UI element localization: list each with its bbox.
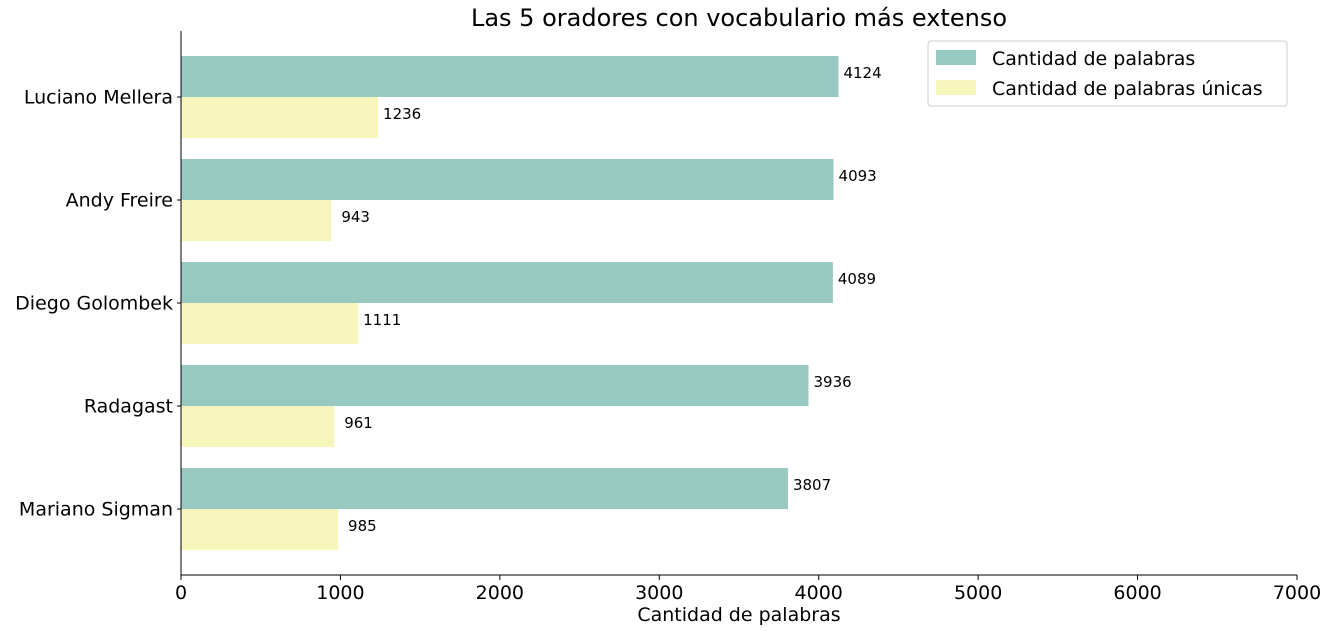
bar-value-label: 1111	[363, 311, 401, 329]
bar-value-label: 4124	[843, 64, 881, 82]
bar-value-label: 3807	[793, 476, 831, 494]
y-category-labels: Luciano Mellera Andy Freire Diego Golombek…	[15, 87, 181, 521]
x-ticks: 0 1000 2000 3000 4000 5000 6000 7000	[175, 575, 1321, 604]
bar-unique-words	[181, 200, 332, 241]
bar-value-label: 4093	[839, 167, 877, 185]
bar-unique-words	[181, 303, 359, 344]
x-tick-label: 2000	[476, 582, 524, 604]
x-tick-label: 5000	[954, 582, 1002, 604]
bar-unique-words	[181, 97, 379, 138]
x-tick-label: 1000	[316, 582, 364, 604]
bar-value-label: 1236	[383, 105, 421, 123]
bar-total-words	[181, 365, 809, 406]
legend-swatch	[936, 80, 976, 95]
y-category-label: Mariano Sigman	[19, 499, 173, 521]
bar-unique-words	[181, 406, 335, 447]
y-category-label: Radagast	[84, 396, 173, 418]
y-category-label: Diego Golombek	[15, 293, 173, 315]
bar-total-words	[181, 262, 833, 303]
bars-group	[181, 56, 839, 550]
bar-value-label: 943	[341, 208, 370, 226]
x-tick-label: 6000	[1113, 582, 1161, 604]
bar-total-words	[181, 159, 834, 200]
legend-label: Cantidad de palabras	[992, 48, 1195, 70]
bar-value-label: 961	[344, 414, 373, 432]
chart-title: Las 5 oradores con vocabulario más exten…	[471, 4, 1007, 32]
bar-value-label: 4089	[838, 270, 876, 288]
legend: Cantidad de palabras Cantidad de palabras…	[927, 40, 1288, 107]
legend-label: Cantidad de palabras únicas	[992, 78, 1263, 100]
x-tick-label: 7000	[1273, 582, 1321, 604]
x-axis-label: Cantidad de palabras	[637, 604, 840, 626]
x-tick-label: 0	[175, 582, 187, 604]
bar-unique-words	[181, 509, 339, 550]
x-tick-label: 4000	[795, 582, 843, 604]
legend-box	[927, 40, 1288, 107]
y-category-label: Andy Freire	[66, 190, 173, 212]
bar-total-words	[181, 56, 839, 97]
bar-value-label: 3936	[814, 373, 852, 391]
legend-swatch	[936, 50, 976, 65]
y-category-label: Luciano Mellera	[24, 87, 173, 109]
value-labels-group: 4124 1236 4093 943 4089 1111 3936 961 3807 985	[341, 64, 881, 535]
bar-value-label: 985	[348, 517, 377, 535]
bar-total-words	[181, 468, 788, 509]
x-tick-label: 3000	[635, 582, 683, 604]
